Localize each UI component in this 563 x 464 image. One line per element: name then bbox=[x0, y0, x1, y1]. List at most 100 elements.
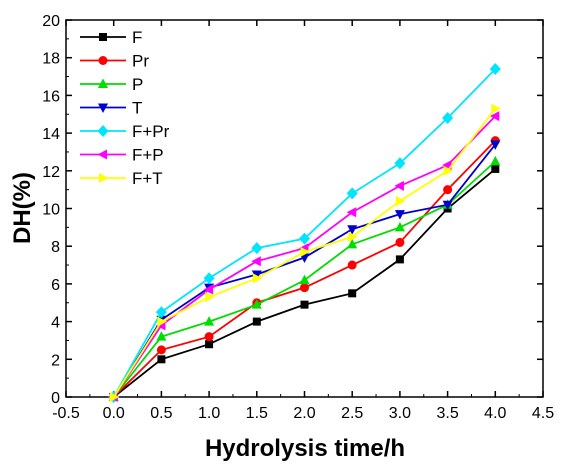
data-point bbox=[204, 316, 215, 326]
data-point bbox=[490, 155, 501, 166]
data-point bbox=[347, 238, 358, 249]
data-point bbox=[300, 283, 309, 293]
data-point bbox=[394, 210, 405, 220]
data-point bbox=[394, 221, 405, 232]
data-point bbox=[205, 340, 214, 349]
legend-item: P bbox=[80, 75, 143, 94]
data-point bbox=[347, 260, 357, 270]
x-axis-title: Hydrolysis time/h bbox=[205, 435, 405, 462]
y-tick-label: 12 bbox=[42, 164, 60, 181]
data-point bbox=[346, 187, 358, 200]
data-point bbox=[346, 207, 357, 218]
legend-item: F+P bbox=[80, 146, 164, 165]
legend-label: P bbox=[132, 75, 143, 94]
data-point bbox=[489, 111, 500, 122]
legend-label: Pr bbox=[132, 52, 149, 71]
y-tick-label: 18 bbox=[42, 51, 60, 68]
legend-label: F+T bbox=[132, 169, 163, 188]
data-point bbox=[395, 255, 404, 264]
data-point bbox=[394, 157, 406, 170]
data-point bbox=[299, 232, 310, 245]
x-tick-label: 0.0 bbox=[103, 405, 125, 422]
data-point bbox=[203, 284, 214, 295]
x-tick-label: 0.5 bbox=[150, 405, 172, 422]
x-tick-label: 2.0 bbox=[293, 405, 315, 422]
data-point bbox=[491, 103, 501, 114]
series-line bbox=[113, 140, 496, 398]
data-point bbox=[300, 246, 310, 257]
legend-marker bbox=[98, 78, 108, 88]
data-point bbox=[442, 200, 453, 211]
series-f-pr bbox=[108, 63, 501, 403]
data-point bbox=[252, 317, 261, 326]
data-point bbox=[251, 270, 262, 280]
y-tick-label: 2 bbox=[51, 352, 60, 369]
x-tick-label: 3.5 bbox=[436, 405, 458, 422]
y-axis-title: DH(%) bbox=[9, 172, 36, 244]
series-line bbox=[112, 143, 497, 398]
data-point bbox=[299, 274, 310, 285]
data-point bbox=[395, 195, 406, 206]
data-point bbox=[491, 164, 500, 173]
data-point bbox=[348, 289, 357, 298]
x-tick-label: -0.5 bbox=[52, 405, 80, 422]
data-point bbox=[204, 332, 214, 342]
x-tick-label: 3.0 bbox=[389, 405, 411, 422]
data-point bbox=[252, 273, 263, 284]
legend-label: F bbox=[132, 28, 142, 47]
x-tick-label: 4.0 bbox=[484, 405, 506, 422]
x-tick-label: 1.5 bbox=[246, 405, 268, 422]
legend-item: F+Pr bbox=[80, 122, 170, 141]
legend-marker bbox=[98, 56, 108, 65]
legend-label: F+Pr bbox=[132, 122, 170, 141]
data-point bbox=[347, 225, 358, 235]
data-point bbox=[251, 256, 261, 267]
y-tick-label: 14 bbox=[42, 126, 60, 143]
y-tick-label: 8 bbox=[51, 239, 60, 256]
plot-area: -0.5 0.0 0.5 1.0 1.5 2.0 2.5 3.0 3.5 4.0 4.5 0 2 4 6 8 1… bbox=[42, 13, 554, 422]
data-point bbox=[156, 331, 167, 341]
data-point bbox=[157, 355, 166, 364]
legend-item: Pr bbox=[80, 52, 149, 71]
legend-item: F+T bbox=[80, 169, 163, 188]
x-tick-label: 2.5 bbox=[341, 405, 363, 422]
data-point bbox=[109, 392, 120, 402]
series-f-t bbox=[109, 103, 501, 402]
legend-label: F+P bbox=[132, 146, 164, 165]
y-tick-label: 6 bbox=[51, 277, 60, 294]
legend-marker bbox=[97, 125, 109, 137]
data-point bbox=[300, 300, 309, 309]
data-point bbox=[348, 231, 358, 242]
x-tick-label: 1.0 bbox=[198, 405, 220, 422]
data-point bbox=[155, 306, 167, 319]
data-point bbox=[157, 316, 167, 327]
legend-item: F bbox=[80, 28, 142, 47]
series-t bbox=[108, 140, 501, 403]
data-point bbox=[394, 180, 404, 191]
y-tick-label: 10 bbox=[42, 202, 60, 219]
x-tick-label: 4.5 bbox=[532, 405, 554, 422]
y-tick-label: 0 bbox=[51, 390, 60, 407]
data-point bbox=[489, 63, 501, 76]
legend-item: T bbox=[80, 99, 142, 118]
legend: F Pr PT F+Pr F+P F+T bbox=[80, 28, 170, 188]
data-point bbox=[203, 272, 215, 285]
legend-marker bbox=[98, 103, 108, 113]
series-p bbox=[108, 155, 501, 401]
data-point bbox=[205, 292, 215, 303]
data-point bbox=[251, 242, 263, 255]
y-tick-label: 4 bbox=[51, 315, 60, 332]
data-point bbox=[443, 165, 454, 176]
data-point bbox=[156, 345, 166, 355]
y-tick-label: 16 bbox=[42, 88, 60, 105]
data-point bbox=[395, 237, 405, 247]
legend-marker bbox=[97, 149, 107, 160]
legend-label: T bbox=[132, 99, 142, 118]
legend-marker bbox=[99, 33, 107, 41]
y-tick-label: 20 bbox=[42, 13, 60, 30]
data-point bbox=[490, 140, 501, 150]
data-point bbox=[442, 112, 454, 125]
legend-marker bbox=[99, 173, 109, 183]
series-pr bbox=[109, 136, 500, 402]
